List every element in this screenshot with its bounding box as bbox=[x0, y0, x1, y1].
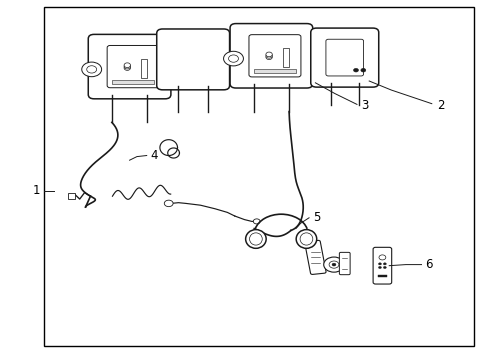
FancyBboxPatch shape bbox=[248, 35, 300, 77]
Circle shape bbox=[378, 255, 385, 260]
Text: 4: 4 bbox=[150, 149, 158, 162]
FancyBboxPatch shape bbox=[304, 240, 325, 274]
Circle shape bbox=[378, 266, 381, 269]
Circle shape bbox=[265, 52, 272, 57]
Circle shape bbox=[223, 51, 243, 66]
Text: 1: 1 bbox=[33, 184, 40, 197]
Circle shape bbox=[164, 200, 173, 207]
FancyBboxPatch shape bbox=[325, 39, 363, 76]
Circle shape bbox=[124, 66, 130, 70]
Ellipse shape bbox=[300, 233, 312, 245]
Circle shape bbox=[323, 257, 344, 272]
Circle shape bbox=[360, 68, 365, 72]
Bar bbox=[378, 275, 386, 277]
Ellipse shape bbox=[245, 230, 265, 248]
FancyBboxPatch shape bbox=[141, 59, 146, 78]
Circle shape bbox=[265, 53, 272, 58]
Circle shape bbox=[81, 62, 102, 77]
FancyBboxPatch shape bbox=[156, 29, 229, 90]
FancyBboxPatch shape bbox=[372, 247, 391, 284]
Text: 5: 5 bbox=[312, 211, 320, 224]
Circle shape bbox=[331, 263, 335, 266]
Bar bbox=[112, 80, 154, 84]
Circle shape bbox=[328, 261, 338, 268]
Circle shape bbox=[378, 263, 381, 265]
FancyBboxPatch shape bbox=[107, 45, 159, 88]
Bar bbox=[68, 193, 75, 199]
Circle shape bbox=[353, 68, 358, 72]
FancyBboxPatch shape bbox=[88, 35, 171, 99]
Bar bbox=[44, 7, 473, 346]
Circle shape bbox=[228, 55, 238, 62]
Circle shape bbox=[253, 219, 260, 224]
Circle shape bbox=[383, 266, 386, 269]
Text: 2: 2 bbox=[436, 99, 443, 112]
Circle shape bbox=[124, 64, 130, 69]
Circle shape bbox=[383, 263, 386, 265]
Ellipse shape bbox=[249, 233, 262, 245]
FancyBboxPatch shape bbox=[230, 24, 312, 88]
FancyBboxPatch shape bbox=[310, 28, 378, 87]
Ellipse shape bbox=[296, 230, 316, 248]
Circle shape bbox=[86, 66, 97, 73]
FancyBboxPatch shape bbox=[339, 252, 349, 275]
Text: 6: 6 bbox=[425, 258, 432, 271]
Text: 3: 3 bbox=[360, 99, 367, 112]
Bar bbox=[253, 69, 295, 73]
FancyBboxPatch shape bbox=[283, 48, 288, 67]
Circle shape bbox=[265, 55, 272, 59]
Circle shape bbox=[124, 63, 130, 68]
